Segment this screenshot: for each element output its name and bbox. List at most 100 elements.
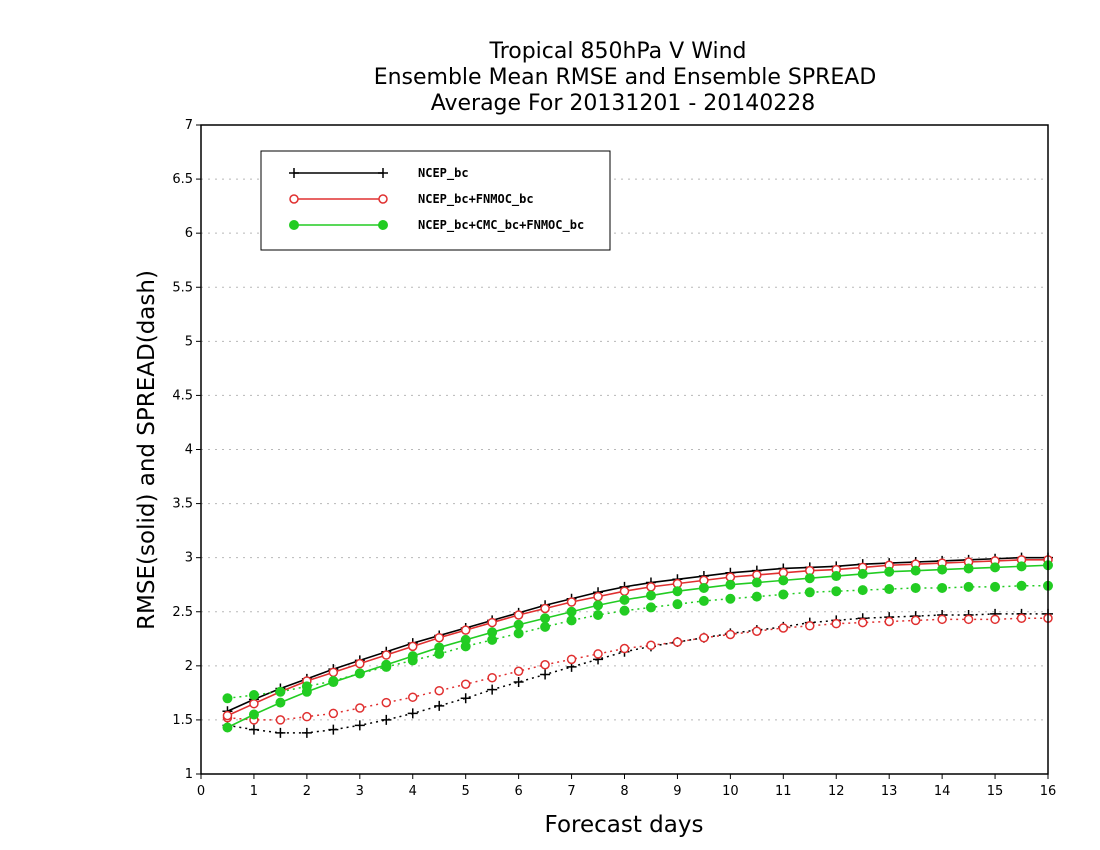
spread-point-ncep-bc-fnmoc-bc [672, 637, 683, 647]
spread-point-ncep-bc-cmc-bc-fnmoc-bc [222, 693, 233, 704]
spread-point-ncep-bc-fnmoc-bc [778, 623, 789, 633]
x-tick-label: 1 [250, 784, 258, 799]
rmse-point-ncep-bc-fnmoc-bc [355, 658, 365, 669]
rmse-point-ncep-bc-fnmoc-bc [381, 650, 392, 660]
legend-item-ncep-bc: NCEP_bc [289, 166, 469, 181]
spread-point-ncep-bc-fnmoc-bc [857, 617, 868, 628]
rmse-point-ncep-bc-cmc-bc-fnmoc-bc [275, 697, 286, 708]
spread-point-ncep-bc-cmc-bc-fnmoc-bc [990, 581, 1001, 592]
rmse-line-ncep-bc-fnmoc-bc [227, 559, 1048, 717]
rmse-point-ncep-bc-cmc-bc-fnmoc-bc [804, 573, 815, 584]
x-tick-label: 3 [356, 784, 364, 799]
rmse-point-ncep-bc-cmc-bc-fnmoc-bc [937, 564, 948, 575]
spread-point-ncep-bc-fnmoc-bc [1016, 613, 1027, 623]
spread-point-ncep-bc-fnmoc-bc [487, 672, 497, 683]
rmse-point-ncep-bc-cmc-bc-fnmoc-bc [381, 659, 392, 670]
rmse-point-ncep-bc-cmc-bc-fnmoc-bc [778, 575, 789, 586]
grid [201, 178, 1048, 721]
spread-point-ncep-bc-cmc-bc-fnmoc-bc [884, 584, 895, 595]
legend-item-ncep-bc-fnmoc-bc: NCEP_bc+FNMOC_bc [289, 192, 534, 207]
y-tick-label: 6 [185, 226, 193, 241]
rmse-point-ncep-bc-fnmoc-bc [222, 710, 233, 721]
spread-point-ncep-bc-fnmoc-bc [699, 632, 709, 643]
x-tick-label: 16 [1040, 784, 1057, 799]
x-tick-label: 10 [722, 784, 739, 799]
rmse-point-ncep-bc-cmc-bc-fnmoc-bc [354, 668, 365, 679]
x-tick-label: 9 [673, 784, 681, 799]
spread-point-ncep-bc [328, 724, 339, 735]
legend-items: NCEP_bc NCEP_bc+FNMOC_bc NCEP_bc+CMC_bc+FN… [289, 166, 584, 233]
spread-point-ncep-bc-cmc-bc-fnmoc-bc [937, 582, 948, 593]
y-tick-label: 1.5 [172, 713, 193, 728]
y-axis-label: RMSE(solid) and SPREAD(dash) [134, 270, 160, 630]
rmse-point-ncep-bc-fnmoc-bc [434, 632, 444, 643]
spread-line-ncep-bc-fnmoc-bc [227, 617, 1048, 721]
legend-marker-ncep-bc-fnmoc-bc [289, 194, 299, 204]
spread-point-ncep-bc-fnmoc-bc [593, 649, 603, 659]
series-group [222, 552, 1053, 738]
chart-title-line-2: Ensemble Mean RMSE and Ensemble SPREAD [374, 65, 877, 90]
spread-point-ncep-bc-fnmoc-bc [937, 614, 947, 625]
spread-point-ncep-bc [460, 693, 471, 704]
rmse-point-ncep-bc-cmc-bc-fnmoc-bc [645, 590, 656, 601]
rmse-point-ncep-bc-cmc-bc-fnmoc-bc [460, 634, 471, 645]
plot-frame [200, 124, 1049, 775]
spread-point-ncep-bc-cmc-bc-fnmoc-bc [725, 593, 736, 604]
spread-point-ncep-bc-cmc-bc-fnmoc-bc [645, 602, 656, 613]
rmse-point-ncep-bc-fnmoc-bc [249, 698, 259, 709]
spread-point-ncep-bc-cmc-bc-fnmoc-bc [672, 599, 683, 610]
spread-point-ncep-bc-cmc-bc-fnmoc-bc [804, 587, 815, 598]
spread-point-ncep-bc-cmc-bc-fnmoc-bc [513, 628, 524, 639]
legend-label-ncep-bc-cmc-bc-fnmoc-bc: NCEP_bc+CMC_bc+FNMOC_bc [418, 218, 584, 233]
x-tick-label: 7 [567, 784, 575, 799]
spread-point-ncep-bc-cmc-bc-fnmoc-bc [910, 582, 921, 593]
x-tick-label: 8 [620, 784, 628, 799]
y-tick-label: 2.5 [172, 605, 193, 620]
spread-point-ncep-bc-fnmoc-bc [275, 715, 286, 725]
y-tick-label: 6.5 [172, 172, 193, 187]
spread-point-ncep-bc-fnmoc-bc [646, 640, 656, 651]
rmse-point-ncep-bc-cmc-bc-fnmoc-bc [487, 627, 498, 638]
spread-point-ncep-bc-cmc-bc-fnmoc-bc [778, 589, 789, 600]
rmse-point-ncep-bc-cmc-bc-fnmoc-bc [328, 677, 339, 688]
x-tick-label: 15 [987, 784, 1004, 799]
spread-point-ncep-bc-fnmoc-bc [963, 614, 974, 625]
spread-line-ncep-bc [227, 613, 1048, 734]
spread-point-ncep-bc [381, 714, 392, 725]
spread-point-ncep-bc-fnmoc-bc [619, 643, 630, 654]
legend-marker-ncep-bc [289, 168, 299, 178]
x-tick-label: 0 [197, 784, 205, 799]
rmse-point-ncep-bc-cmc-bc-fnmoc-bc [301, 686, 312, 697]
spread-point-ncep-bc-fnmoc-bc [540, 660, 550, 670]
spread-point-ncep-bc [354, 720, 365, 731]
x-axis-ticks: 0 1 2 3 4 5 6 7 8 9 10 11 12 13 14 15 16 [197, 774, 1056, 799]
y-tick-label: 7 [185, 118, 193, 133]
rmse-point-ncep-bc-fnmoc-bc [487, 617, 497, 628]
legend-marker-ncep-bc [378, 168, 388, 178]
y-tick-label: 2 [185, 659, 193, 674]
rmse-point-ncep-bc-cmc-bc-fnmoc-bc [1016, 561, 1027, 572]
spread-point-ncep-bc-fnmoc-bc [434, 685, 444, 696]
rmse-point-ncep-bc-fnmoc-bc [328, 667, 339, 678]
rmse-point-ncep-bc-cmc-bc-fnmoc-bc [751, 577, 762, 588]
spread-point-ncep-bc-fnmoc-bc [725, 629, 736, 640]
rmse-point-ncep-bc-fnmoc-bc [646, 582, 656, 592]
y-tick-label: 3.5 [172, 497, 193, 512]
y-tick-label: 5 [185, 334, 193, 349]
legend-marker-ncep-bc-cmc-bc-fnmoc-bc [289, 220, 299, 230]
legend: NCEP_bc NCEP_bc+FNMOC_bc NCEP_bc+CMC_bc+FN… [260, 150, 611, 251]
spread-point-ncep-bc-fnmoc-bc [566, 654, 577, 665]
x-tick-label: 4 [409, 784, 417, 799]
spread-point-ncep-bc-cmc-bc-fnmoc-bc [857, 585, 868, 596]
rmse-point-ncep-bc-cmc-bc-fnmoc-bc [990, 562, 1001, 573]
y-tick-label: 4 [185, 443, 193, 458]
y-tick-label: 5.5 [172, 280, 193, 295]
rmse-point-ncep-bc-cmc-bc-fnmoc-bc [593, 600, 604, 611]
rmse-point-ncep-bc-cmc-bc-fnmoc-bc [540, 613, 551, 624]
rmse-point-ncep-bc-fnmoc-bc [566, 597, 577, 607]
spread-point-ncep-bc-fnmoc-bc [990, 614, 1000, 625]
spread-point-ncep-bc-cmc-bc-fnmoc-bc [593, 609, 604, 620]
rmse-point-ncep-bc-cmc-bc-fnmoc-bc [248, 709, 259, 720]
x-axis-label: Forecast days [545, 812, 704, 838]
